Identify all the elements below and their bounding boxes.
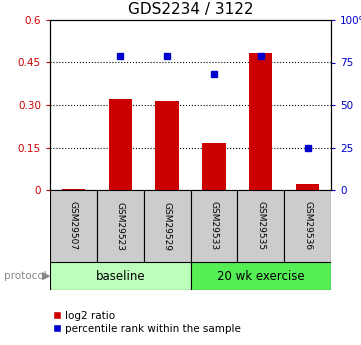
Text: GSM29529: GSM29529 — [162, 201, 171, 250]
Bar — [191, 262, 331, 290]
Bar — [237, 190, 284, 262]
Bar — [155, 101, 179, 190]
Text: baseline: baseline — [95, 269, 145, 283]
Bar — [191, 190, 237, 262]
Bar — [284, 190, 331, 262]
Bar — [296, 184, 319, 190]
Text: GSM29533: GSM29533 — [209, 201, 218, 250]
Text: protocol: protocol — [4, 271, 46, 281]
Bar — [62, 189, 85, 190]
Bar — [202, 143, 226, 190]
Text: GSM29523: GSM29523 — [116, 201, 125, 250]
Bar — [144, 190, 191, 262]
Bar — [109, 99, 132, 190]
Text: 20 wk exercise: 20 wk exercise — [217, 269, 305, 283]
Title: GDS2234 / 3122: GDS2234 / 3122 — [128, 2, 253, 18]
Bar — [97, 190, 144, 262]
Bar — [249, 52, 273, 190]
Text: ▶: ▶ — [42, 271, 50, 281]
Text: GSM29536: GSM29536 — [303, 201, 312, 250]
Bar — [50, 190, 97, 262]
Text: GSM29507: GSM29507 — [69, 201, 78, 250]
Text: GSM29535: GSM29535 — [256, 201, 265, 250]
Legend: log2 ratio, percentile rank within the sample: log2 ratio, percentile rank within the s… — [48, 307, 245, 338]
Bar — [50, 262, 191, 290]
